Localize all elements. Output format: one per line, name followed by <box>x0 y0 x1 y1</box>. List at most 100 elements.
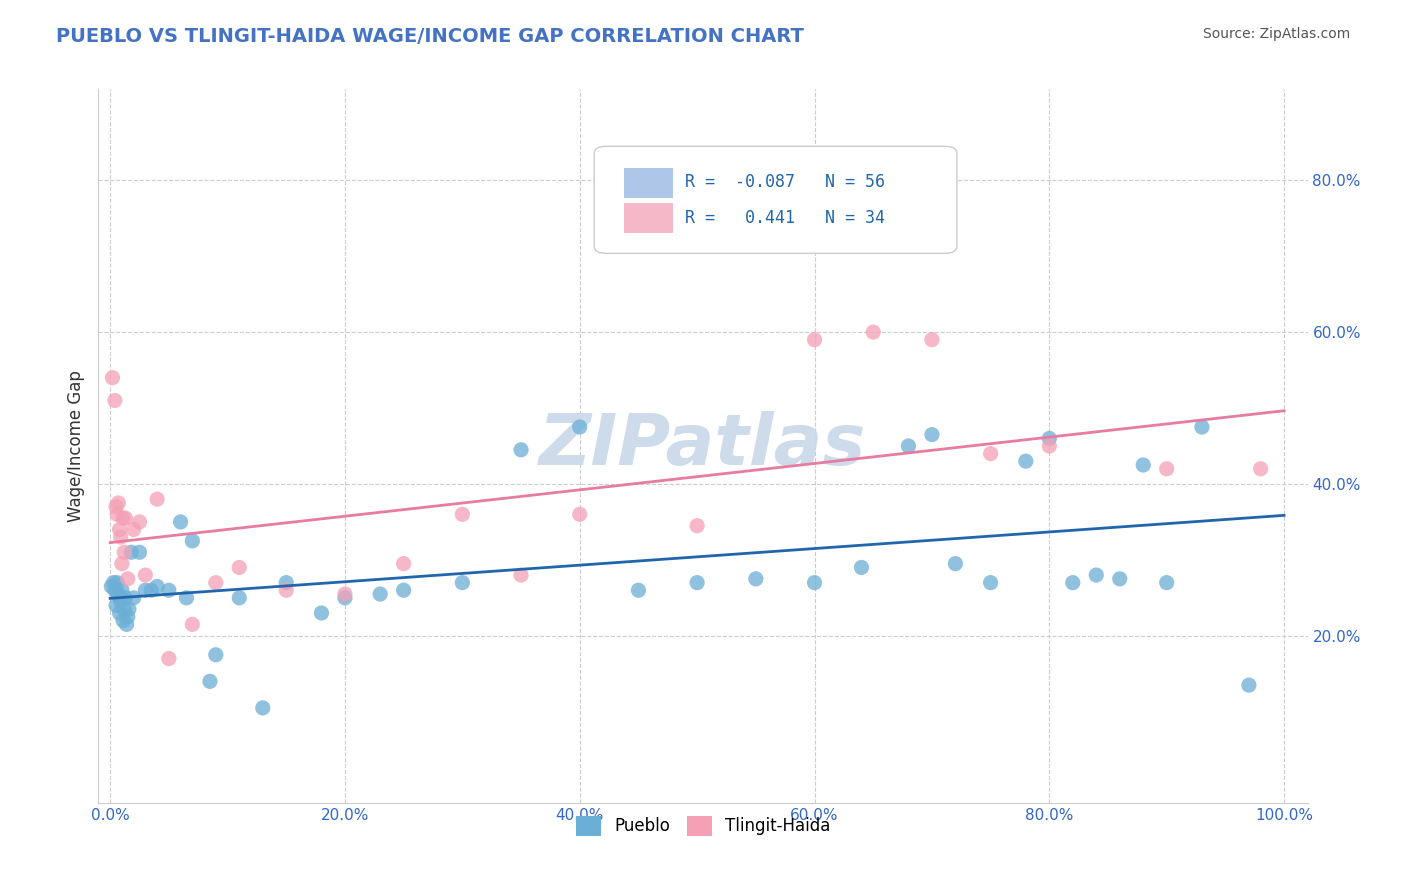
Pueblo <box>105 575 128 590</box>
Pueblo <box>368 587 391 601</box>
Pueblo <box>117 609 139 624</box>
Legend: Pueblo, Tlingit-Haida: Pueblo, Tlingit-Haida <box>568 807 838 845</box>
Tlingit-Haida <box>181 617 204 632</box>
Tlingit-Haida <box>104 393 127 408</box>
Pueblo <box>1062 575 1084 590</box>
Pueblo <box>112 602 135 616</box>
Pueblo <box>1085 568 1108 582</box>
Pueblo <box>1156 575 1178 590</box>
Pueblo <box>1108 572 1130 586</box>
Tlingit-Haida <box>1156 462 1178 476</box>
Pueblo <box>115 617 138 632</box>
Text: Source: ZipAtlas.com: Source: ZipAtlas.com <box>1202 27 1350 41</box>
Pueblo <box>112 614 135 628</box>
Tlingit-Haida <box>114 511 136 525</box>
Pueblo <box>980 575 1002 590</box>
Pueblo <box>851 560 873 574</box>
Pueblo <box>686 575 709 590</box>
Pueblo <box>108 591 131 605</box>
Tlingit-Haida <box>157 651 180 665</box>
Text: ZIPatlas: ZIPatlas <box>540 411 866 481</box>
Pueblo <box>128 545 150 559</box>
Tlingit-Haida <box>980 447 1002 461</box>
Tlingit-Haida <box>105 500 128 514</box>
Pueblo <box>627 583 650 598</box>
Pueblo <box>181 533 204 548</box>
Pueblo <box>141 583 163 598</box>
Tlingit-Haida <box>122 523 145 537</box>
Pueblo <box>134 583 156 598</box>
Pueblo <box>921 427 943 442</box>
Tlingit-Haida <box>128 515 150 529</box>
Pueblo <box>108 606 131 620</box>
Pueblo <box>311 606 333 620</box>
Pueblo <box>392 583 415 598</box>
Pueblo <box>451 575 474 590</box>
Pueblo <box>1038 431 1060 445</box>
Pueblo <box>333 591 356 605</box>
Tlingit-Haida <box>803 333 825 347</box>
Pueblo <box>204 648 226 662</box>
FancyBboxPatch shape <box>595 146 957 253</box>
Pueblo <box>169 515 191 529</box>
Text: R =  -0.087   N = 56: R = -0.087 N = 56 <box>685 173 884 191</box>
Tlingit-Haida <box>108 523 131 537</box>
Tlingit-Haida <box>112 545 135 559</box>
Tlingit-Haida <box>204 575 226 590</box>
Pueblo <box>104 583 127 598</box>
Tlingit-Haida <box>686 518 709 533</box>
Text: R =   0.441   N = 34: R = 0.441 N = 34 <box>685 210 884 227</box>
Pueblo <box>146 579 169 593</box>
Pueblo <box>1191 420 1213 434</box>
Pueblo <box>114 591 136 605</box>
Pueblo <box>252 701 274 715</box>
Pueblo <box>1132 458 1154 472</box>
Pueblo <box>111 583 134 598</box>
Pueblo <box>745 572 768 586</box>
Pueblo <box>120 545 142 559</box>
Tlingit-Haida <box>101 370 124 384</box>
Pueblo <box>100 579 122 593</box>
Pueblo <box>1015 454 1038 468</box>
Pueblo <box>110 594 132 608</box>
Y-axis label: Wage/Income Gap: Wage/Income Gap <box>66 370 84 522</box>
FancyBboxPatch shape <box>624 203 672 234</box>
Pueblo <box>105 599 128 613</box>
Pueblo <box>228 591 250 605</box>
Tlingit-Haida <box>105 508 128 522</box>
Tlingit-Haida <box>110 530 132 544</box>
Tlingit-Haida <box>134 568 156 582</box>
Pueblo <box>198 674 221 689</box>
Pueblo <box>897 439 920 453</box>
Tlingit-Haida <box>276 583 298 598</box>
Pueblo <box>176 591 198 605</box>
Tlingit-Haida <box>1038 439 1060 453</box>
Tlingit-Haida <box>510 568 533 582</box>
Pueblo <box>568 420 591 434</box>
Tlingit-Haida <box>1250 462 1272 476</box>
Tlingit-Haida <box>146 492 169 507</box>
Tlingit-Haida <box>392 557 415 571</box>
Tlingit-Haida <box>921 333 943 347</box>
Tlingit-Haida <box>568 508 591 522</box>
Pueblo <box>1237 678 1260 692</box>
Tlingit-Haida <box>112 511 135 525</box>
Pueblo <box>118 602 141 616</box>
Pueblo <box>276 575 298 590</box>
Tlingit-Haida <box>451 508 474 522</box>
Pueblo <box>122 591 145 605</box>
Pueblo <box>945 557 967 571</box>
Pueblo <box>510 442 533 457</box>
FancyBboxPatch shape <box>624 168 672 198</box>
Tlingit-Haida <box>228 560 250 574</box>
Pueblo <box>107 587 129 601</box>
Pueblo <box>803 575 825 590</box>
Tlingit-Haida <box>333 587 356 601</box>
Tlingit-Haida <box>107 496 129 510</box>
Text: PUEBLO VS TLINGIT-HAIDA WAGE/INCOME GAP CORRELATION CHART: PUEBLO VS TLINGIT-HAIDA WAGE/INCOME GAP … <box>56 27 804 45</box>
Tlingit-Haida <box>111 557 134 571</box>
Pueblo <box>157 583 180 598</box>
Tlingit-Haida <box>117 572 139 586</box>
Pueblo <box>103 575 125 590</box>
Tlingit-Haida <box>862 325 884 339</box>
